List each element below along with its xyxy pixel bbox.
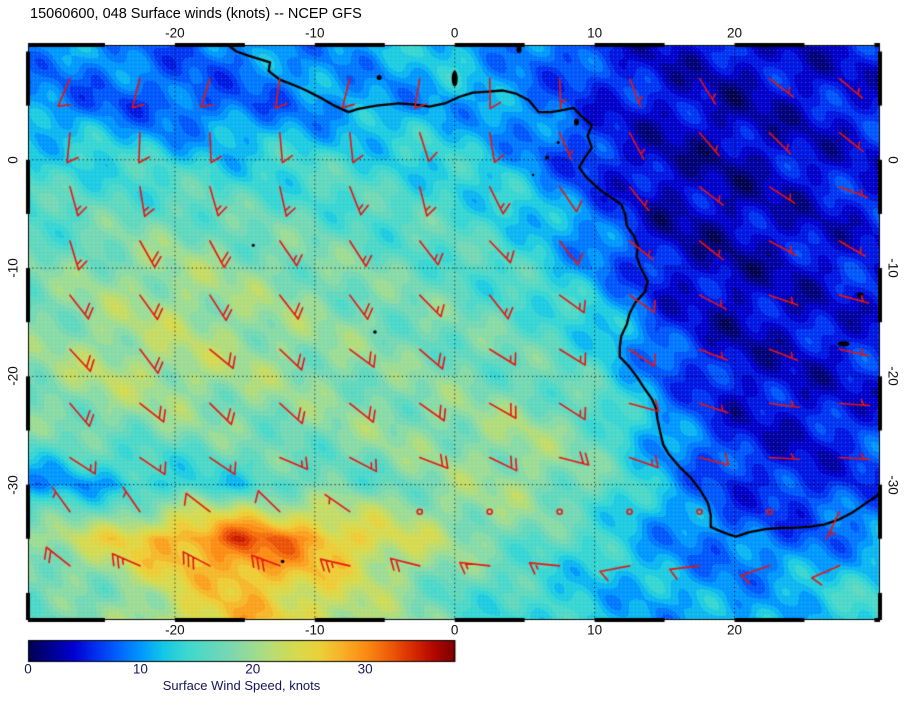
lon-tick-bottom-20: 20: [726, 622, 743, 638]
lon-tick-top-20: 20: [726, 25, 743, 41]
lat-tick-left--20: -20: [5, 366, 21, 387]
lon-tick-top-10: 10: [587, 25, 603, 41]
lat-tick-left--30: -30: [5, 474, 21, 495]
chart-title: 15060600, 048 Surface winds (knots) -- N…: [30, 6, 362, 22]
lon-tick-bottom-10: 10: [587, 622, 603, 638]
colorbar-tick-20: 20: [245, 661, 261, 677]
colorbar-tick-10: 10: [132, 661, 148, 677]
lat-tick-right--10: -10: [885, 258, 901, 278]
lon-tick-top--20: -20: [165, 25, 185, 41]
colorbar-caption: Surface Wind Speed, knots: [162, 678, 321, 693]
lon-tick-top-0: 0: [450, 25, 459, 41]
colorbar-tick-30: 30: [357, 661, 373, 677]
lon-tick-bottom--10: -10: [305, 622, 325, 638]
lat-tick-left-0: 0: [5, 156, 21, 164]
lon-tick-bottom-0: 0: [450, 622, 459, 638]
lon-tick-bottom--20: -20: [165, 622, 185, 638]
lat-tick-right-0: 0: [885, 156, 901, 164]
lat-tick-right--20: -20: [885, 366, 901, 387]
lat-tick-left--10: -10: [5, 258, 21, 278]
lat-tick-right--30: -30: [885, 474, 901, 495]
lon-tick-top--10: -10: [305, 25, 325, 41]
colorbar-tick-0: 0: [24, 661, 32, 677]
